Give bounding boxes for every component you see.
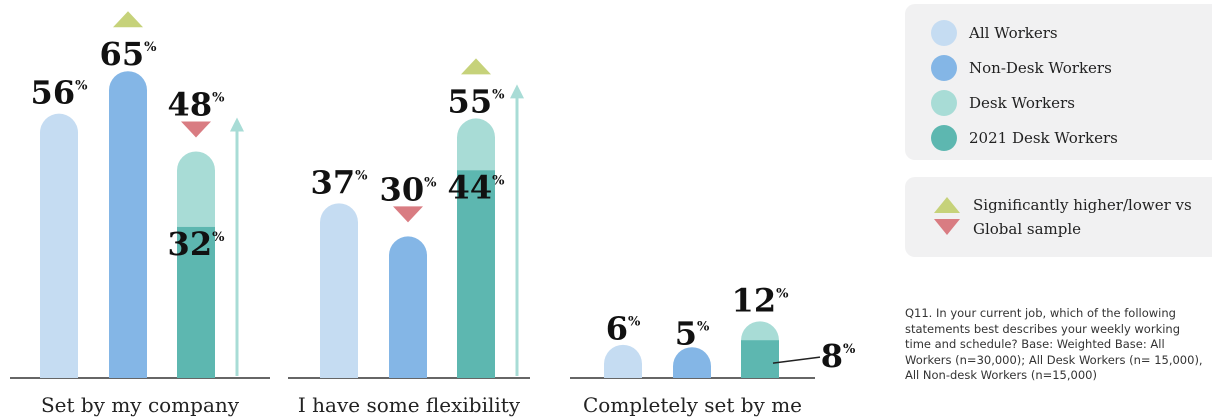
- bar-all-workers: [40, 113, 78, 378]
- triangle-down-icon: [393, 206, 423, 223]
- category-label: Completely set by me: [583, 393, 802, 417]
- legend-item-non-desk-workers: Non-Desk Workers: [931, 55, 1112, 81]
- value-label: 6%: [606, 310, 641, 348]
- bar-non-desk-workers: [389, 236, 427, 378]
- bar-all-workers: [320, 203, 358, 378]
- label-leader-line: [772, 356, 821, 364]
- legend-label: Non-Desk Workers: [969, 59, 1112, 77]
- triangle-down-icon: [934, 219, 960, 235]
- significance-text: Significantly higher/lower vs Global sam…: [973, 196, 1192, 238]
- value-label: 12%: [732, 281, 790, 319]
- bar-all-workers: [604, 344, 642, 378]
- legend-swatch-2021-desk-workers: [931, 125, 957, 151]
- legend-item-2021-desk-workers: 2021 Desk Workers: [931, 125, 1118, 151]
- legend-label: 2021 Desk Workers: [969, 129, 1118, 147]
- legend-item-all-workers: All Workers: [931, 20, 1058, 46]
- bar-2021-desk-workers: [177, 226, 215, 378]
- bar-non-desk-workers: [109, 71, 147, 378]
- bar-2021-desk-workers: [457, 170, 495, 378]
- bar-non-desk-workers: [673, 347, 711, 378]
- bar-chart: 56% 65% 48% 32% Set by my company 37% 30% 55% 44…: [10, 11, 856, 417]
- legend-swatch-non-desk-workers: [931, 55, 957, 81]
- triangle-up-icon: [934, 197, 960, 213]
- value-label: 48%: [168, 85, 226, 123]
- footnote: Q11. In your current job, which of the f…: [905, 306, 1203, 382]
- value-label: 37%: [311, 163, 369, 201]
- value-label: 5%: [675, 314, 710, 352]
- legend-swatch-all-workers: [931, 20, 957, 46]
- value-label: 44%: [448, 168, 506, 206]
- bar-2021-desk-workers: [741, 340, 779, 378]
- value-label: 8%: [821, 337, 856, 375]
- value-label: 32%: [168, 225, 226, 263]
- category-label: Set by my company: [41, 393, 240, 417]
- legend-swatch-desk-workers: [931, 90, 957, 116]
- legend-label: All Workers: [969, 24, 1058, 42]
- legend-item-desk-workers: Desk Workers: [931, 90, 1075, 116]
- significance-legend: Significantly higher/lower vs Global sam…: [905, 177, 1212, 257]
- value-label: 55%: [448, 82, 506, 120]
- trend-arrow-head: [230, 117, 244, 132]
- triangle-down-icon: [181, 121, 211, 138]
- value-label: 56%: [31, 74, 89, 112]
- value-label: 30%: [380, 170, 438, 208]
- value-label: 65%: [100, 35, 158, 73]
- triangle-up-icon: [113, 11, 143, 28]
- legend-label: Desk Workers: [969, 94, 1075, 112]
- category-label: I have some flexibility: [298, 393, 521, 417]
- triangle-up-icon: [461, 58, 491, 75]
- significance-icons: [934, 197, 960, 235]
- legend: All Workers Non-Desk Workers Desk Worker…: [905, 4, 1212, 160]
- trend-arrow-head: [510, 84, 524, 99]
